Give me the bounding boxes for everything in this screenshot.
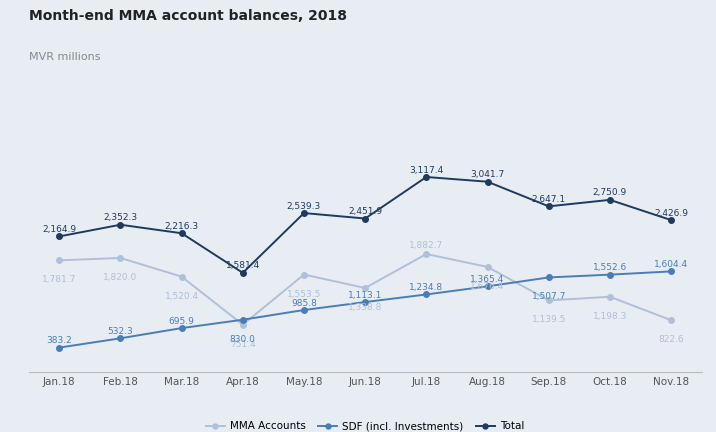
Text: 3,117.4: 3,117.4 (410, 165, 443, 175)
Text: 2,451.9: 2,451.9 (348, 207, 382, 216)
Text: 2,647.1: 2,647.1 (532, 195, 566, 204)
SDF (incl. Investments) (55, 345, 64, 350)
Text: 985.8: 985.8 (291, 299, 317, 308)
Text: 1,520.4: 1,520.4 (165, 292, 198, 301)
Text: 1,604.4: 1,604.4 (654, 260, 688, 269)
Text: 1,676.4: 1,676.4 (470, 282, 505, 291)
SDF (incl. Investments) (483, 284, 492, 289)
Text: 2,539.3: 2,539.3 (287, 202, 321, 211)
Text: 3,041.7: 3,041.7 (470, 170, 505, 179)
Text: 1,234.8: 1,234.8 (410, 283, 443, 292)
MMA Accounts (606, 294, 614, 299)
MMA Accounts (361, 286, 369, 291)
Total (544, 204, 553, 209)
Text: 1,553.5: 1,553.5 (287, 289, 321, 299)
Text: 822.6: 822.6 (658, 335, 684, 344)
Text: 1,552.6: 1,552.6 (593, 263, 627, 272)
Line: SDF (incl. Investments): SDF (incl. Investments) (57, 269, 674, 350)
SDF (incl. Investments) (606, 272, 614, 277)
Total (422, 175, 430, 180)
Total (361, 216, 369, 221)
Line: MMA Accounts: MMA Accounts (57, 251, 674, 327)
SDF (incl. Investments) (300, 308, 309, 313)
Text: 1,198.3: 1,198.3 (593, 312, 627, 321)
Line: Total: Total (57, 174, 674, 276)
Text: 1,581.4: 1,581.4 (226, 261, 260, 270)
Total (178, 231, 186, 236)
SDF (incl. Investments) (361, 299, 369, 305)
SDF (incl. Investments) (544, 275, 553, 280)
MMA Accounts (483, 264, 492, 270)
Text: 1,781.7: 1,781.7 (42, 275, 77, 284)
MMA Accounts (116, 255, 125, 260)
Text: 751.4: 751.4 (230, 340, 256, 349)
Total (483, 179, 492, 184)
Text: 2,426.9: 2,426.9 (654, 209, 688, 218)
SDF (incl. Investments) (178, 325, 186, 330)
SDF (incl. Investments) (422, 292, 430, 297)
MMA Accounts (300, 272, 309, 277)
Text: 830.0: 830.0 (230, 335, 256, 344)
Legend: MMA Accounts, SDF (incl. Investments), Total: MMA Accounts, SDF (incl. Investments), T… (202, 417, 528, 432)
Text: 1,882.7: 1,882.7 (410, 241, 443, 250)
MMA Accounts (544, 298, 553, 303)
MMA Accounts (55, 258, 64, 263)
Text: Month-end MMA account balances, 2018: Month-end MMA account balances, 2018 (29, 9, 347, 22)
Total (667, 217, 675, 222)
MMA Accounts (667, 318, 675, 323)
Text: 2,750.9: 2,750.9 (593, 188, 627, 197)
Text: 1,507.7: 1,507.7 (531, 292, 566, 302)
Text: 1,820.0: 1,820.0 (103, 273, 137, 282)
Text: 383.2: 383.2 (47, 336, 72, 345)
MMA Accounts (178, 274, 186, 279)
Text: 2,216.3: 2,216.3 (165, 222, 198, 231)
Total (238, 270, 247, 276)
SDF (incl. Investments) (238, 317, 247, 322)
Total (300, 210, 309, 216)
Total (116, 222, 125, 227)
Text: 1,113.1: 1,113.1 (348, 291, 382, 300)
MMA Accounts (238, 322, 247, 327)
SDF (incl. Investments) (667, 269, 675, 274)
Text: 1,338.8: 1,338.8 (348, 303, 382, 312)
Text: 695.9: 695.9 (169, 317, 195, 326)
Total (55, 234, 64, 239)
Text: 532.3: 532.3 (107, 327, 133, 336)
Text: 2,164.9: 2,164.9 (42, 225, 77, 234)
Total (606, 197, 614, 203)
Text: 1,365.4: 1,365.4 (470, 275, 505, 284)
Text: MVR millions: MVR millions (29, 52, 100, 62)
Text: 1,139.5: 1,139.5 (531, 315, 566, 324)
Text: 2,352.3: 2,352.3 (103, 213, 137, 222)
MMA Accounts (422, 251, 430, 257)
SDF (incl. Investments) (116, 336, 125, 341)
